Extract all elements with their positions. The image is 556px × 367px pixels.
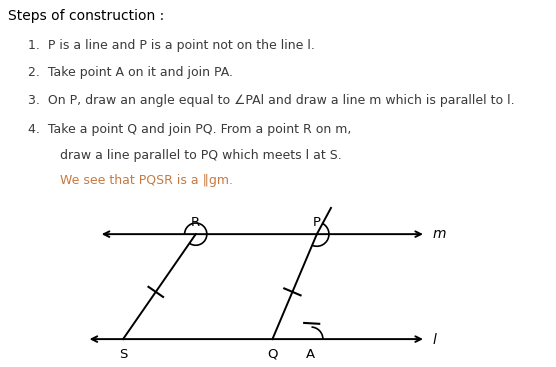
Text: 1.  P is a line and P is a point not on the line l.: 1. P is a line and P is a point not on t… xyxy=(28,39,315,51)
Text: P: P xyxy=(313,216,321,229)
Text: draw a line parallel to PQ which meets l at S.: draw a line parallel to PQ which meets l… xyxy=(28,149,341,161)
Text: S: S xyxy=(119,348,127,361)
Text: Q: Q xyxy=(267,348,277,361)
Text: R: R xyxy=(191,216,200,229)
Text: $m$: $m$ xyxy=(432,227,446,241)
Text: A: A xyxy=(306,348,315,361)
Text: 2.  Take point A on it and join PA.: 2. Take point A on it and join PA. xyxy=(28,66,233,79)
Text: 3.  On P, draw an angle equal to ∠PAl and draw a line m which is parallel to l.: 3. On P, draw an angle equal to ∠PAl and… xyxy=(28,94,514,106)
Text: 4.  Take a point Q and join PQ. From a point R on m,: 4. Take a point Q and join PQ. From a po… xyxy=(28,123,351,136)
Text: We see that PQSR is a ‖gm.: We see that PQSR is a ‖gm. xyxy=(28,174,233,187)
Text: Steps of construction :: Steps of construction : xyxy=(8,9,165,23)
Text: $l$: $l$ xyxy=(432,332,438,346)
